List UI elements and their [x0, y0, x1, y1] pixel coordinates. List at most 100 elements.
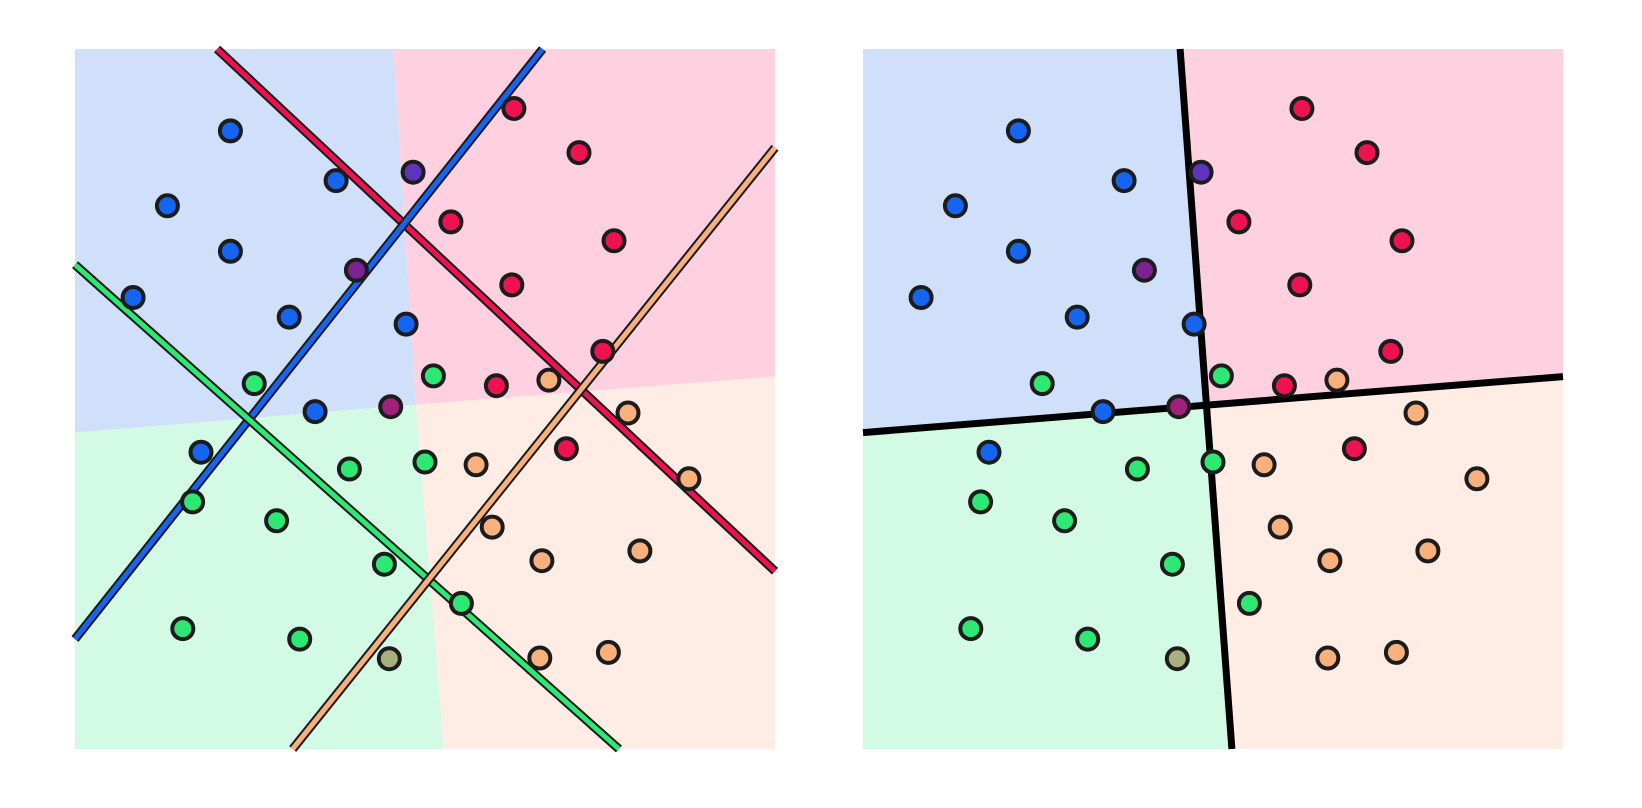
left-points — [120, 96, 702, 672]
left-point-orange — [536, 367, 562, 393]
right-region-blue — [863, 49, 1204, 433]
left-point-orange — [595, 639, 621, 665]
right-region-orange — [1203, 376, 1563, 749]
left-region-orange — [415, 376, 775, 749]
right-point-blue — [1090, 399, 1116, 425]
left-point-red — [590, 338, 616, 364]
left-region-green — [75, 404, 444, 749]
right-region-green — [863, 404, 1232, 749]
left-point-orange — [529, 548, 555, 574]
right-point-purple — [1131, 257, 1157, 283]
left-point-red — [566, 140, 592, 166]
right-boundary-2 — [862, 373, 1564, 437]
right-point-red — [1389, 228, 1415, 254]
left-point-green — [241, 371, 267, 397]
left-point-red — [601, 228, 627, 254]
left-point-green — [170, 616, 196, 642]
left-point-orange — [463, 452, 489, 478]
right-point-olive — [1164, 646, 1190, 672]
left-point-green — [180, 489, 206, 515]
right-point-red — [1271, 373, 1297, 399]
right-point-green — [1124, 456, 1150, 482]
right-point-blue — [942, 193, 968, 219]
multiclass-panel — [862, 48, 1564, 750]
left-point-blue — [217, 118, 243, 144]
left-point-purple — [400, 159, 426, 185]
right-boundary-1 — [1176, 48, 1236, 750]
right-point-orange — [1251, 452, 1277, 478]
one-vs-rest-panel — [71, 45, 779, 753]
left-point-blue — [323, 168, 349, 194]
right-point-purple — [1188, 159, 1214, 185]
right-point-green — [1159, 551, 1185, 577]
right-point-orange — [1317, 548, 1343, 574]
left-point-blue — [217, 238, 243, 264]
right-point-green — [1200, 449, 1226, 475]
left-point-orange — [627, 538, 653, 564]
left-point-green — [371, 551, 397, 577]
left-point-red — [483, 373, 509, 399]
right-point-blue — [1005, 238, 1031, 264]
right-point-green — [968, 489, 994, 515]
left-point-orange — [479, 514, 505, 540]
right-point-blue — [1111, 168, 1137, 194]
left-point-green — [287, 626, 313, 652]
left-point-red — [438, 209, 464, 235]
left-point-blue — [154, 193, 180, 219]
left-point-red — [499, 272, 525, 298]
right-point-purple — [1166, 394, 1192, 420]
left-point-green — [264, 508, 290, 534]
left-point-green — [336, 456, 362, 482]
right-point-blue — [1064, 304, 1090, 330]
left-point-green — [448, 590, 474, 616]
left-point-green — [420, 363, 446, 389]
left-point-blue — [276, 304, 302, 330]
right-point-blue — [1005, 118, 1031, 144]
right-point-red — [1289, 96, 1315, 121]
left-point-orange — [676, 466, 702, 492]
left-point-purple — [378, 394, 404, 420]
right-point-green — [1029, 371, 1055, 397]
right-point-orange — [1415, 538, 1441, 564]
left-point-orange — [527, 645, 553, 671]
right-point-orange — [1383, 639, 1409, 665]
right-point-green — [1236, 590, 1262, 616]
right-point-green — [958, 616, 984, 642]
right-point-red — [1378, 338, 1404, 364]
left-point-blue — [120, 285, 146, 310]
left-point-blue — [188, 439, 214, 465]
right-region-red — [1180, 49, 1563, 405]
right-point-red — [1341, 436, 1367, 462]
left-line-green — [73, 262, 621, 751]
right-point-orange — [1464, 466, 1490, 492]
right-point-red — [1354, 140, 1380, 166]
right-point-blue — [976, 439, 1002, 465]
left-point-blue — [302, 399, 328, 425]
right-point-green — [1075, 626, 1101, 652]
right-lines — [862, 48, 1564, 750]
right-points — [908, 96, 1490, 672]
right-point-orange — [1403, 400, 1429, 426]
right-point-blue — [1181, 311, 1207, 337]
right-point-blue — [908, 285, 934, 310]
left-region-red — [393, 49, 775, 405]
right-point-green — [1208, 363, 1234, 389]
left-point-blue — [393, 311, 419, 337]
right-point-red — [1287, 272, 1313, 298]
left-point-purple — [343, 257, 369, 283]
left-point-red — [553, 436, 579, 462]
left-line-blue — [73, 47, 545, 641]
left-regions — [75, 49, 775, 749]
right-point-red — [1226, 209, 1252, 235]
right-point-orange — [1324, 367, 1350, 393]
right-regions — [863, 49, 1563, 749]
left-line-orange — [290, 146, 777, 751]
left-point-red — [501, 96, 527, 121]
left-point-olive — [376, 646, 402, 672]
right-point-orange — [1315, 645, 1341, 671]
right-point-orange — [1267, 514, 1293, 540]
left-point-orange — [615, 400, 641, 426]
left-point-green — [412, 449, 438, 475]
right-point-green — [1052, 508, 1078, 534]
